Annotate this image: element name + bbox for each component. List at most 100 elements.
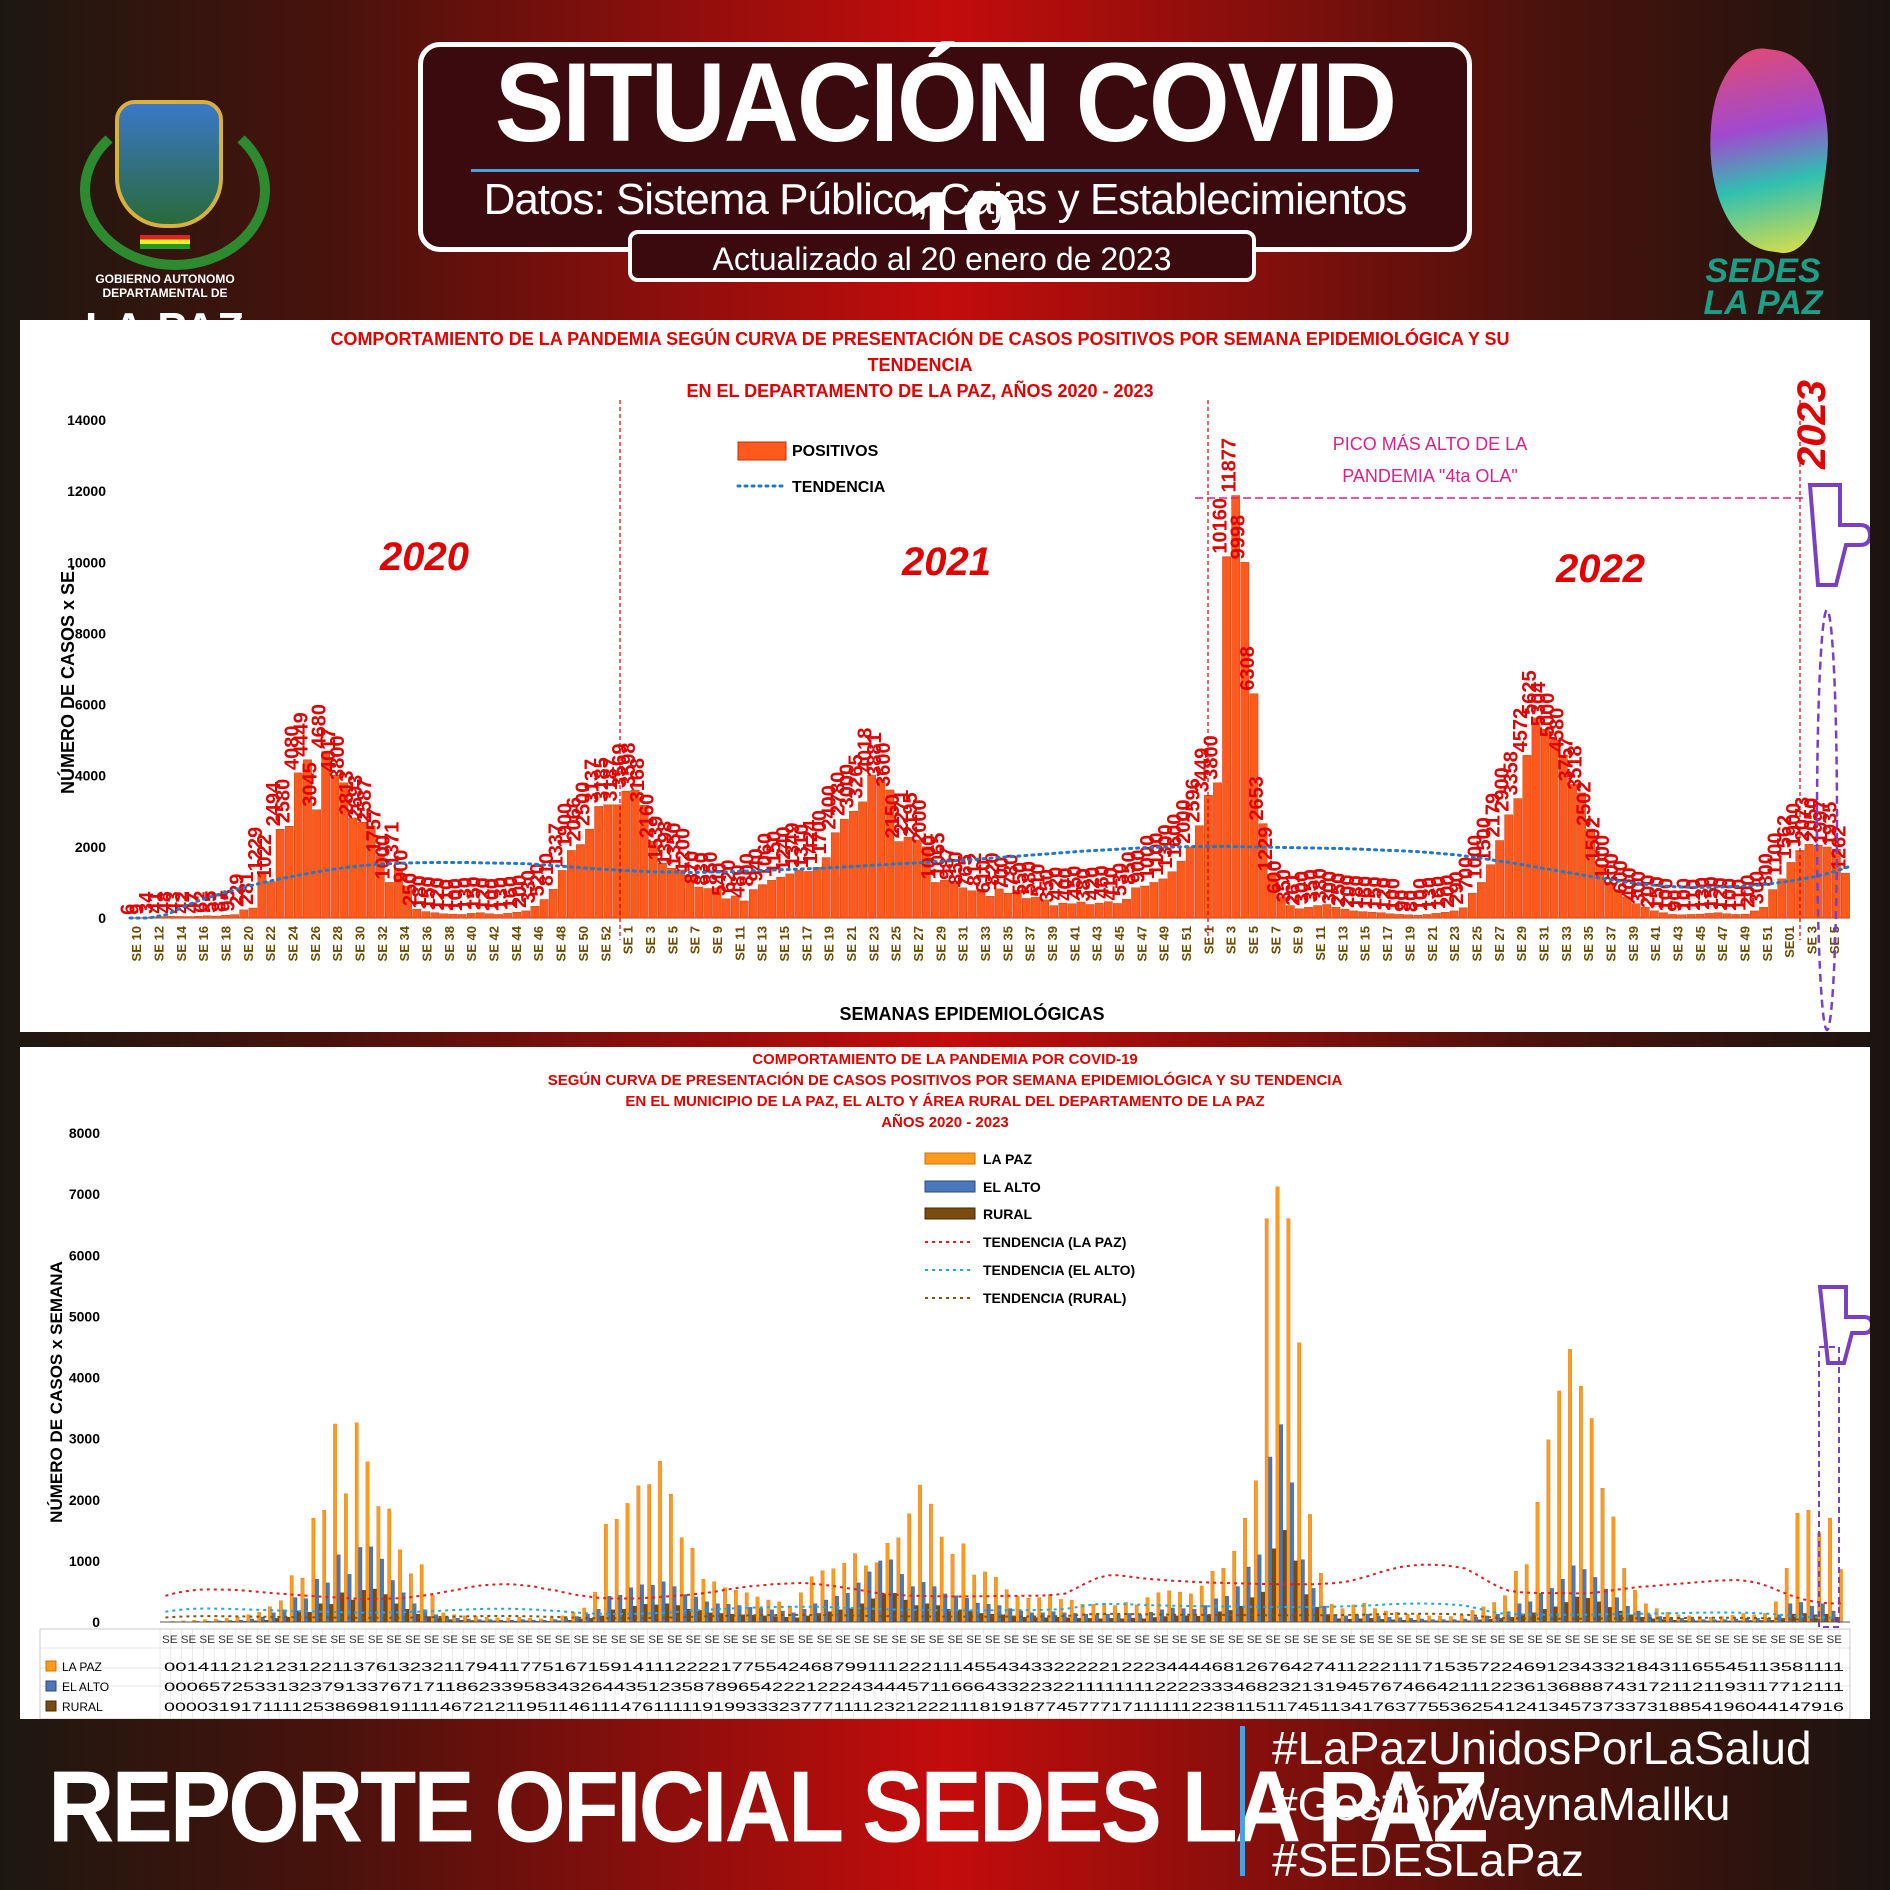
chart1-data-label: 2653: [1246, 776, 1268, 821]
chart2-bar-el-alto: [1344, 1615, 1349, 1623]
chart2-bar-la-paz: [907, 1513, 912, 1623]
chart1-data-label: 48: [154, 891, 176, 913]
chart1-x-tick-label: SE 1: [1201, 926, 1216, 954]
chart1-data-label: 350: [1037, 869, 1059, 902]
chart1-title-line: COMPORTAMIENTO DE LA PANDEMIA SEGÚN CURV…: [330, 328, 1509, 349]
chart1-data-label: 1349: [782, 823, 804, 868]
chart2-bar-el-alto: [943, 1593, 948, 1623]
chart1-y-tick-label: 8000: [75, 625, 106, 641]
chart1-bar: [1649, 910, 1659, 919]
chart1-bar: [1422, 914, 1432, 919]
chart1-x-tick-label: SE 19: [1402, 926, 1417, 961]
chart2-bar-la-paz: [322, 1509, 327, 1623]
chart1-data-label: 1200: [673, 828, 695, 873]
chart1-x-tick-label: SE 45: [1693, 926, 1708, 961]
chart1-x-tick-label: SE 32: [375, 926, 390, 961]
chart1-data-label: 1337: [545, 823, 567, 868]
chart1-bar: [758, 884, 767, 919]
chart2-title-line: SEGÚN CURVA DE PRESENTACIÓN DE CASOS POS…: [548, 1071, 1343, 1089]
chart1-bar: [1686, 914, 1696, 919]
chart1-bar: [439, 913, 449, 919]
chart2-bar-el-alto: [791, 1612, 796, 1623]
chart2-bar-el-alto: [1311, 1588, 1316, 1623]
chart1-data-label: 3600: [873, 742, 895, 787]
chart2-bar-la-paz: [918, 1484, 922, 1623]
chart2-bar-la-paz: [1459, 1615, 1464, 1623]
chart1-x-tick-label: SE 50: [576, 926, 591, 961]
chart1-x-tick-label: SE 31: [1536, 926, 1551, 961]
chart1-trend-line: [128, 845, 1852, 920]
chart1-data-label: 1757: [363, 808, 385, 853]
chart2-bar-el-alto: [650, 1585, 655, 1623]
hashtags: #LaPazUnidosPorLaSalud #GestiónWaynaMall…: [1272, 1720, 1812, 1888]
chart2-trend-line: [165, 1612, 1834, 1622]
chart1-bar: [1477, 882, 1486, 919]
chart1-data-label: 160: [1428, 876, 1450, 909]
chart2-bar-rural: [860, 1603, 865, 1623]
chart1-bar: [284, 826, 294, 919]
chart1-data-label: 1502: [1583, 817, 1605, 862]
chart1-bar: [1531, 717, 1541, 919]
chart1-x-tick-label: SE 20: [241, 926, 256, 961]
chart1-data-label: 1310: [791, 824, 813, 869]
chart1-data-label: 520: [527, 863, 549, 896]
chart1-bar: [1067, 903, 1077, 919]
chart1-data-label: 2073: [1792, 797, 1814, 842]
chart1-data-label: 200: [1737, 874, 1759, 907]
chart2-bar-el-alto: [369, 1546, 374, 1623]
chart2-bar-rural: [708, 1612, 713, 1623]
chart2-bar-la-paz: [1427, 1615, 1432, 1623]
chart1-bar: [785, 873, 795, 919]
chart2-bar-rural: [1358, 1618, 1363, 1623]
chart1-bar: [476, 912, 485, 919]
chart1-bar: [321, 751, 331, 919]
chart2-bar-rural: [307, 1612, 312, 1623]
chart2-bar-la-paz: [419, 1564, 424, 1623]
chart2-bar-el-alto: [1203, 1605, 1208, 1623]
chart1-bar: [1440, 912, 1450, 919]
chart2-bar-la-paz: [376, 1506, 381, 1623]
chart2-bar-la-paz: [235, 1616, 240, 1623]
chart1-bar: [457, 914, 467, 919]
chart2-bar-la-paz: [1416, 1614, 1421, 1623]
chart1-bar: [876, 779, 886, 919]
chart1-data-label: 2150: [882, 794, 904, 839]
chart1-bar: [576, 844, 585, 919]
chart1-bar: [1304, 907, 1313, 919]
chart2-bar-el-alto: [715, 1603, 720, 1623]
chart2-table-row-label: LA PAZ: [62, 1660, 102, 1674]
chart1-legend-swatch-positivos: [737, 441, 787, 461]
chart1-bar: [239, 909, 249, 919]
chart2-bar-el-alto: [358, 1547, 363, 1623]
chart1-bar: [1768, 889, 1777, 919]
chart1-data-label: 2900: [1492, 767, 1514, 812]
chart2-bar-rural: [762, 1615, 767, 1623]
chart1-bar: [1176, 860, 1186, 919]
chart2-table-row-values: 0014112121231221137613232117941177516715…: [164, 1660, 1845, 1674]
chart2-bar-el-alto: [1138, 1614, 1143, 1623]
chart2-bar-la-paz: [474, 1616, 478, 1623]
updated-badge: Actualizado al 20 enero de 2023: [628, 230, 1256, 282]
chart2-y-tick-label: 4000: [69, 1370, 100, 1386]
chart2-bar-el-alto: [1474, 1616, 1479, 1623]
chart1-bar: [1813, 844, 1823, 919]
chart1-bar: [1122, 898, 1131, 919]
chart2-bar-rural: [1802, 1613, 1807, 1623]
chart1-data-label: 3045: [300, 762, 322, 807]
chart2-bar-la-paz: [517, 1616, 522, 1623]
pointing-hand-icon: [1817, 1285, 1875, 1365]
chart1-bar: [803, 871, 813, 919]
chart1-data-label: 550: [1009, 862, 1031, 895]
chart1-x-tick-label: SE 5: [1246, 926, 1261, 954]
map-icon: [1694, 42, 1842, 258]
chart1-data-label: 810: [536, 853, 558, 886]
chart1-bar: [1295, 908, 1304, 919]
chart1-bar: [603, 804, 613, 919]
chart2-table-week-row: SE SE SE SE SE SE SE SE SE SE SE SE SE S…: [162, 1634, 1842, 1646]
chart1-bar: [1113, 903, 1122, 919]
chart2-bar-rural: [1001, 1614, 1005, 1623]
chart1-x-tick-label: SE 28: [330, 926, 345, 961]
chart1-data-label: 90: [1665, 890, 1687, 912]
chart1-bar: [567, 850, 576, 919]
chart2-bar-la-paz: [387, 1508, 392, 1623]
